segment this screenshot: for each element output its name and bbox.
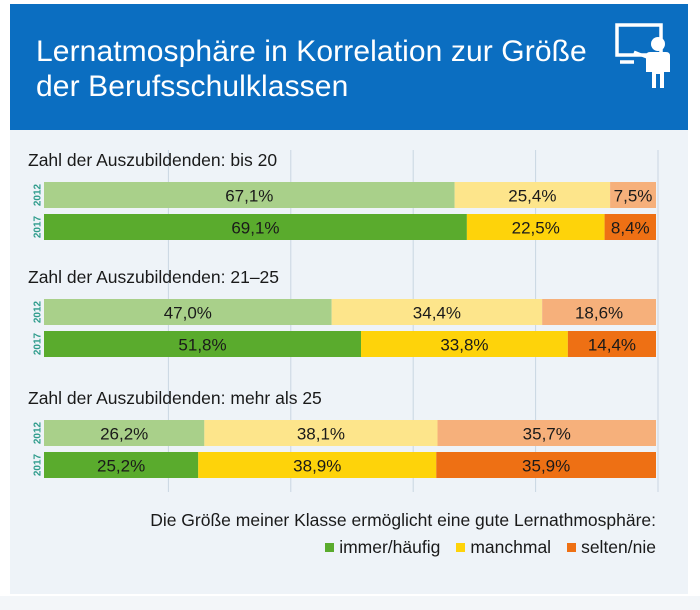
legend-swatch-immer xyxy=(325,543,335,552)
classroom-teacher-icon xyxy=(614,20,678,90)
legend-title: Die Größe meiner Klasse ermöglicht eine … xyxy=(150,510,656,530)
year-label: 2017 xyxy=(33,215,44,238)
bar-segment xyxy=(44,299,332,325)
legend: immer/häufig manchmal selten/nie xyxy=(325,537,656,558)
bar-segment xyxy=(44,214,467,240)
bar-segment xyxy=(567,331,656,357)
data-label: 25,4% xyxy=(508,187,556,206)
group-label: Zahl der Auszubildenden: mehr als 25 xyxy=(28,388,322,408)
bar-segment xyxy=(331,299,543,325)
title-line-1: Lernatmosphäre in Korrelation zur Größe xyxy=(36,35,587,68)
legend-swatch-manchmal xyxy=(456,543,466,552)
bar-segment xyxy=(44,182,455,208)
legend-label-selten: selten/nie xyxy=(581,537,656,557)
bar-segment xyxy=(198,452,437,478)
data-label: 26,2% xyxy=(100,425,148,444)
year-label: 2017 xyxy=(33,453,44,476)
group-label: Zahl der Auszubildenden: bis 20 xyxy=(28,150,277,170)
data-label: 67,1% xyxy=(225,187,273,206)
bottom-strip xyxy=(0,596,700,610)
data-label: 33,8% xyxy=(440,336,488,355)
data-label: 47,0% xyxy=(164,304,212,323)
data-label: 22,5% xyxy=(512,219,560,238)
title-line-2: der Berufsschulklassen xyxy=(36,70,349,103)
legend-swatch-selten xyxy=(567,543,577,552)
legend-label-immer: immer/häufig xyxy=(339,537,441,557)
data-label: 8,4% xyxy=(611,219,650,238)
year-label: 2017 xyxy=(33,332,44,355)
data-label: 14,4% xyxy=(588,336,636,355)
year-label: 2012 xyxy=(33,421,44,444)
data-label: 7,5% xyxy=(614,187,653,206)
chart-title: Lernatmosphäre in Korrelation zur Größe … xyxy=(36,34,587,104)
bar-segment xyxy=(466,214,605,240)
bar-segment xyxy=(204,420,438,446)
group-label: Zahl der Auszubildenden: 21–25 xyxy=(28,267,279,287)
data-label: 51,8% xyxy=(178,336,226,355)
bar-segment xyxy=(436,452,656,478)
data-label: 25,2% xyxy=(97,457,145,476)
bar-segment xyxy=(542,299,656,325)
data-label: 34,4% xyxy=(413,304,461,323)
legend-label-manchmal: manchmal xyxy=(470,537,552,557)
data-label: 18,6% xyxy=(575,304,623,323)
data-label: 38,1% xyxy=(297,425,345,444)
data-label: 38,9% xyxy=(293,457,341,476)
data-label: 35,7% xyxy=(523,425,571,444)
bar-segment xyxy=(604,214,656,240)
bar-segment xyxy=(361,331,568,357)
year-label: 2012 xyxy=(33,183,44,206)
bar-segment xyxy=(44,420,205,446)
bar-segment xyxy=(610,182,656,208)
bar-segment xyxy=(44,331,362,357)
bar-segment xyxy=(437,420,656,446)
data-label: 69,1% xyxy=(231,219,279,238)
data-label: 35,9% xyxy=(522,457,570,476)
header-banner: Lernatmosphäre in Korrelation zur Größe … xyxy=(10,4,688,130)
bar-segment xyxy=(44,452,199,478)
bar-segment xyxy=(454,182,611,208)
year-label: 2012 xyxy=(33,300,44,323)
